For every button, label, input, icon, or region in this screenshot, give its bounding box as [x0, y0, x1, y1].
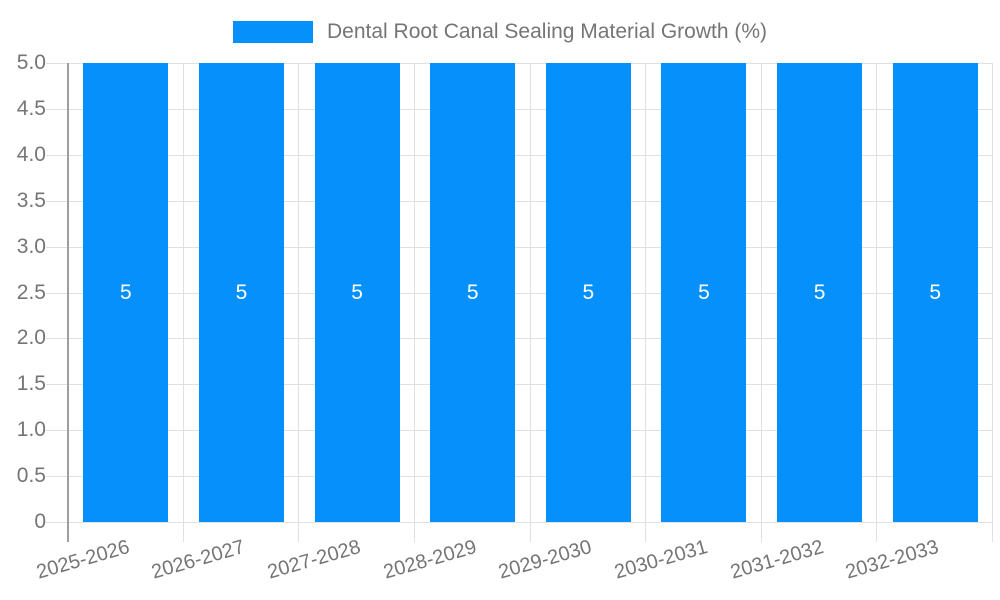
y-tick-label: 0: [34, 510, 46, 533]
bar: 5: [198, 63, 284, 522]
bar-value-label: 5: [235, 280, 248, 304]
v-gridline: [182, 63, 184, 542]
h-gridline: [46, 522, 993, 523]
bar-value-label: 5: [698, 280, 710, 304]
y-axis-labels: 5.0 4.5 4.0 3.5 3.0 2.5 2.0 1.5 1.0 0.5 0: [0, 51, 46, 533]
v-gridline: [413, 63, 415, 542]
y-tick-label: 2.5: [16, 280, 46, 304]
bar: 5: [661, 63, 747, 522]
bar-value-label: 5: [929, 280, 942, 304]
y-tick-label: 3.0: [16, 234, 46, 258]
y-tick-label: 5.0: [16, 51, 46, 74]
bar: 5: [314, 63, 400, 522]
y-tick-label: 1.0: [16, 418, 46, 442]
v-gridline: [876, 63, 878, 542]
h-gridline: [46, 476, 993, 478]
y-tick-label: 1.5: [16, 372, 46, 396]
v-gridline: [760, 63, 762, 542]
h-gridline: [46, 63, 993, 64]
legend-swatch-icon: [232, 21, 313, 43]
v-gridline: [645, 63, 647, 542]
v-gridline: [298, 63, 300, 542]
chart-legend: Dental Root Canal Sealing Material Growt…: [0, 20, 1000, 44]
bar: 5: [892, 63, 978, 522]
h-gridline: [46, 384, 993, 386]
v-gridline: [992, 63, 993, 542]
bar-value-label: 5: [813, 280, 826, 304]
bar: 5: [545, 63, 631, 522]
h-gridline: [46, 338, 993, 340]
bar: 5: [777, 63, 863, 522]
y-tick-label: 2.0: [16, 326, 46, 350]
bar: 5: [430, 63, 516, 522]
bar-value-label: 5: [582, 280, 595, 304]
bar-value-label: 5: [119, 280, 132, 304]
v-gridline: [529, 63, 531, 542]
bar-value-label: 5: [466, 280, 479, 304]
h-gridline: [46, 108, 993, 110]
h-gridline: [46, 246, 993, 248]
y-tick-label: 3.5: [16, 188, 46, 212]
h-gridline: [46, 200, 993, 202]
bar: 5: [83, 63, 169, 522]
y-tick-label: 4.5: [16, 96, 46, 120]
plot-area: 5 5 5 5 5 5 5 5: [46, 63, 993, 542]
h-gridline: [46, 292, 993, 294]
y-axis-line: [67, 63, 69, 542]
h-gridline: [46, 154, 993, 156]
h-gridline: [46, 430, 993, 432]
bar-value-label: 5: [351, 280, 363, 304]
y-tick-label: 4.0: [16, 142, 46, 166]
legend-label: Dental Root Canal Sealing Material Growt…: [326, 20, 768, 43]
y-tick-label: 0.5: [16, 464, 46, 488]
